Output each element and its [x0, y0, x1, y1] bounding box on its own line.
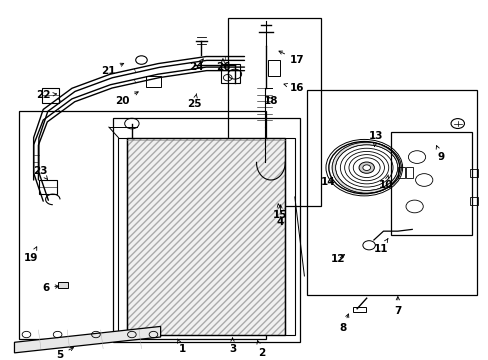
Bar: [220, 64, 239, 83]
Text: 3: 3: [228, 338, 236, 354]
Bar: [390, 132, 471, 235]
Text: 10: 10: [378, 175, 392, 190]
Bar: [146, 76, 160, 86]
Text: 13: 13: [368, 131, 383, 147]
Bar: [397, 167, 404, 178]
Text: 4: 4: [276, 205, 284, 227]
Text: 18: 18: [263, 96, 278, 105]
Text: 20: 20: [115, 92, 138, 105]
Text: 5: 5: [56, 347, 73, 360]
Text: 1: 1: [177, 339, 185, 354]
Text: 25: 25: [186, 94, 201, 109]
Bar: [41, 87, 59, 103]
Text: 11: 11: [373, 239, 387, 254]
Text: 15: 15: [273, 204, 287, 220]
Bar: [352, 307, 366, 312]
Circle shape: [362, 165, 370, 171]
Bar: [469, 197, 477, 206]
Text: 26: 26: [215, 59, 230, 72]
Polygon shape: [15, 327, 160, 353]
Bar: [40, 180, 57, 194]
Polygon shape: [127, 138, 285, 335]
Text: 23: 23: [34, 166, 48, 179]
Bar: [469, 169, 477, 177]
Text: 24: 24: [189, 59, 203, 72]
Text: 22: 22: [36, 90, 56, 100]
Bar: [406, 167, 412, 178]
Text: 21: 21: [101, 63, 123, 76]
Text: 14: 14: [321, 177, 335, 187]
Text: 16: 16: [284, 83, 304, 93]
Text: 17: 17: [279, 51, 304, 65]
Text: 19: 19: [24, 247, 39, 262]
Wedge shape: [331, 142, 400, 193]
Text: 6: 6: [42, 283, 59, 293]
Bar: [268, 60, 280, 76]
Text: 2: 2: [256, 341, 264, 358]
Bar: [58, 282, 68, 288]
Text: 9: 9: [435, 145, 444, 162]
Text: 7: 7: [393, 297, 401, 315]
Text: 8: 8: [338, 314, 348, 333]
Circle shape: [358, 162, 374, 173]
Text: 12: 12: [330, 255, 345, 264]
